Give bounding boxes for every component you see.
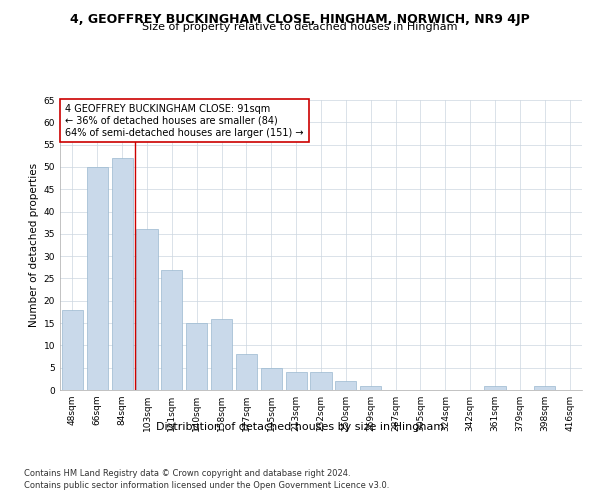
Text: Contains public sector information licensed under the Open Government Licence v3: Contains public sector information licen… <box>24 481 389 490</box>
Bar <box>161 270 182 390</box>
Text: Distribution of detached houses by size in Hingham: Distribution of detached houses by size … <box>156 422 444 432</box>
Bar <box>484 386 506 390</box>
Bar <box>112 158 133 390</box>
Y-axis label: Number of detached properties: Number of detached properties <box>29 163 40 327</box>
Bar <box>186 323 207 390</box>
Text: Size of property relative to detached houses in Hingham: Size of property relative to detached ho… <box>142 22 458 32</box>
Bar <box>62 310 83 390</box>
Bar <box>286 372 307 390</box>
Bar <box>236 354 257 390</box>
Text: 4, GEOFFREY BUCKINGHAM CLOSE, HINGHAM, NORWICH, NR9 4JP: 4, GEOFFREY BUCKINGHAM CLOSE, HINGHAM, N… <box>70 12 530 26</box>
Text: 4 GEOFFREY BUCKINGHAM CLOSE: 91sqm
← 36% of detached houses are smaller (84)
64%: 4 GEOFFREY BUCKINGHAM CLOSE: 91sqm ← 36%… <box>65 104 304 138</box>
Text: Contains HM Land Registry data © Crown copyright and database right 2024.: Contains HM Land Registry data © Crown c… <box>24 468 350 477</box>
Bar <box>261 368 282 390</box>
Bar <box>136 230 158 390</box>
Bar <box>360 386 381 390</box>
Bar <box>87 167 108 390</box>
Bar <box>310 372 332 390</box>
Bar <box>335 381 356 390</box>
Bar <box>211 318 232 390</box>
Bar <box>534 386 555 390</box>
